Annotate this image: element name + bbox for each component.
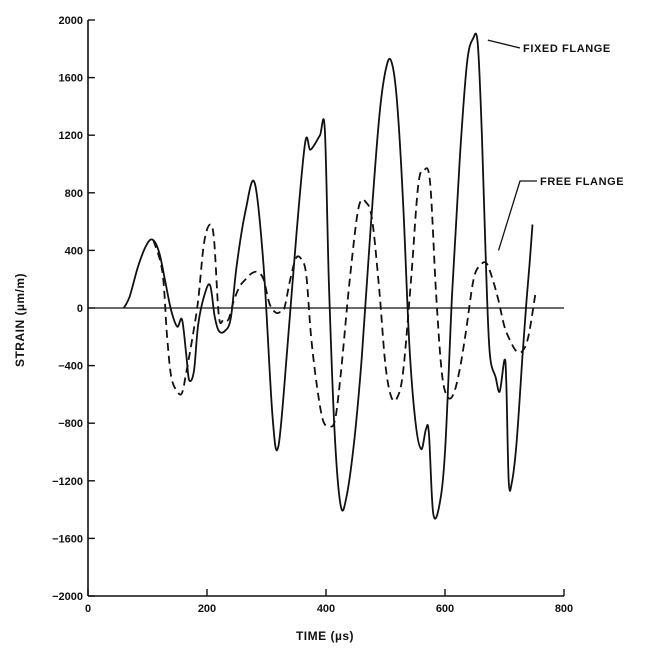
x-axis-title: TIME (µs) <box>296 629 354 643</box>
axes: 2000160012008004000−400−800−1200−1600−20… <box>52 15 573 615</box>
free-flange-series-line <box>152 167 537 428</box>
x-tick-label: 0 <box>85 603 91 615</box>
x-tick-label: 400 <box>317 603 335 615</box>
free-flange-leader-line <box>497 180 537 251</box>
labels: TIME (µs) STRAIN (µm/m) FIXED FLANGE FRE… <box>13 43 624 643</box>
y-axis-title: STRAIN (µm/m) <box>13 273 27 367</box>
x-tick-label: 600 <box>436 603 454 615</box>
y-tick-label: 400 <box>65 245 83 257</box>
y-tick-label: 1600 <box>59 73 83 85</box>
fixed-flange-leader-line <box>487 39 521 49</box>
y-tick-label: −800 <box>58 418 83 430</box>
x-tick-label: 200 <box>198 603 216 615</box>
fixed-flange-series-line <box>122 32 534 520</box>
x-tick-label: 800 <box>555 603 573 615</box>
y-tick-label: −2000 <box>52 591 83 603</box>
series-lines <box>122 32 537 520</box>
y-tick-label: 2000 <box>59 15 83 27</box>
y-tick-label: −400 <box>58 361 83 373</box>
y-tick-label: −1200 <box>52 476 83 488</box>
y-tick-label: 0 <box>77 303 83 315</box>
free-flange-series-label: FREE FLANGE <box>540 176 624 188</box>
y-tick-label: 800 <box>65 188 83 200</box>
y-tick-label: −1600 <box>52 533 83 545</box>
fixed-flange-series-label: FIXED FLANGE <box>523 43 611 55</box>
y-tick-label: 1200 <box>59 130 83 142</box>
